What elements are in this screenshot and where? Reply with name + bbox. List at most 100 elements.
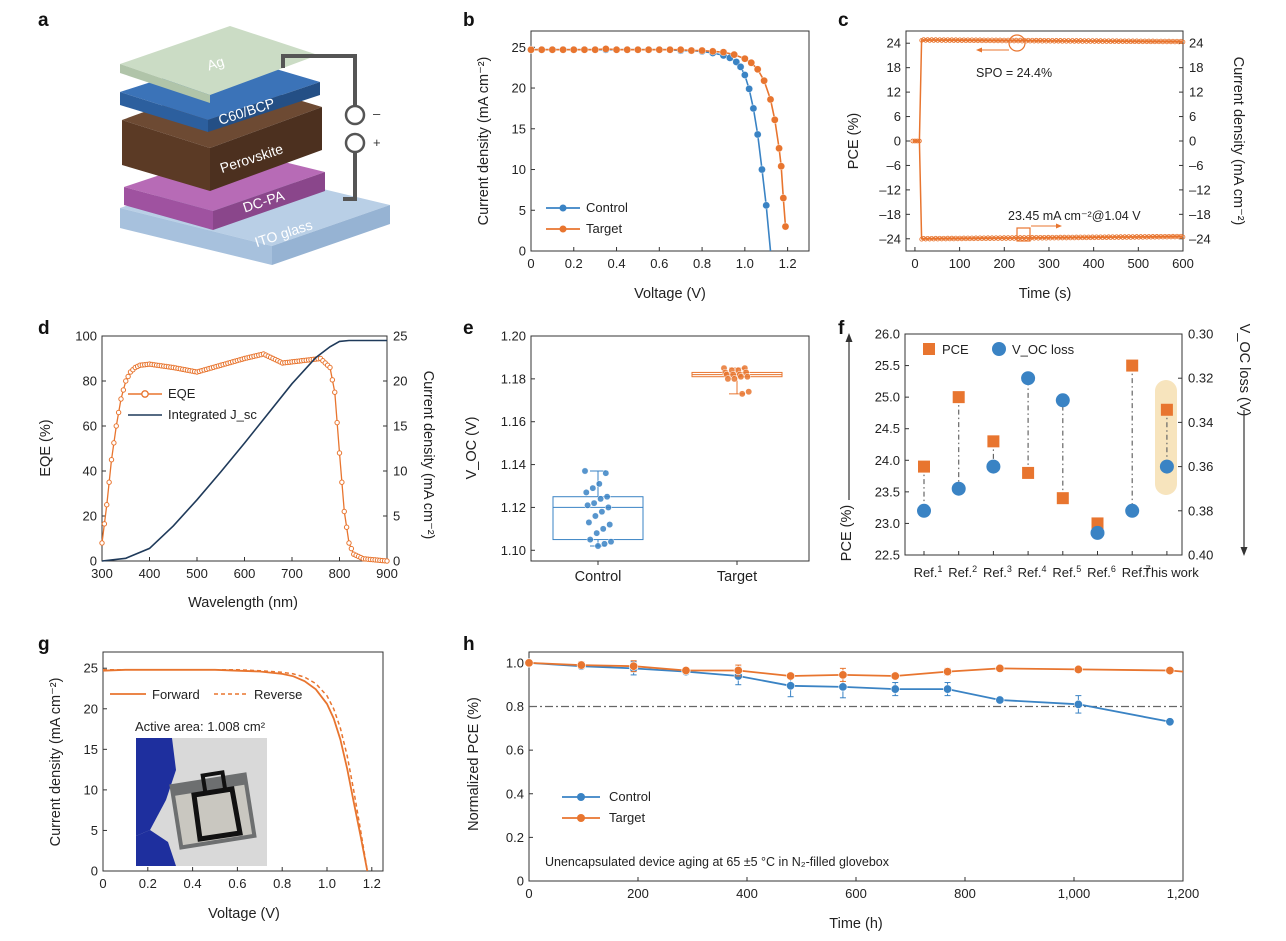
x-tick-label-sup: 4 bbox=[1042, 564, 1047, 574]
data-point-target bbox=[676, 45, 685, 54]
data-point-target bbox=[602, 45, 610, 53]
y-tick-label: 15 bbox=[512, 121, 526, 136]
x-tick-label: 500 bbox=[1127, 256, 1149, 271]
y-tick-label: 0.6 bbox=[506, 743, 524, 758]
current-arrow-head bbox=[1056, 223, 1062, 229]
data-point-control bbox=[749, 104, 758, 113]
y-tick-label: 40 bbox=[83, 464, 97, 479]
y-tick-label-right: 5 bbox=[393, 509, 400, 524]
y-tick-label: 23.5 bbox=[875, 484, 900, 499]
data-point-eqe bbox=[332, 389, 338, 395]
x-axis-label: Wavelength (nm) bbox=[188, 595, 298, 611]
plot-frame bbox=[530, 335, 810, 562]
y-tick-label-right: –24 bbox=[1189, 231, 1211, 246]
y-tick-label-right: 0.40 bbox=[1188, 548, 1213, 563]
data-point-target bbox=[745, 388, 753, 396]
x-tick-label: Ref.5 bbox=[1052, 564, 1081, 580]
data-point-target bbox=[634, 45, 642, 54]
legend-marker-eqe bbox=[141, 390, 149, 398]
x-tick-label: 500 bbox=[186, 566, 208, 581]
data-point-target bbox=[612, 45, 621, 54]
circuit-wire-top bbox=[281, 54, 357, 106]
y-tick-label: 15 bbox=[84, 742, 98, 757]
panel-c-spo-chart: 0 100 200 300 400 500 600 –24 –18 –12 –6 0 6 12 18 24 –2… bbox=[846, 30, 1246, 302]
data-point-target bbox=[730, 50, 738, 59]
data-point-control bbox=[602, 469, 610, 477]
data-point-eqe bbox=[118, 396, 124, 402]
circuit-wire-bottom bbox=[343, 150, 357, 201]
y-tick-label-right: 0.36 bbox=[1188, 459, 1213, 474]
y-tick-label: 1.14 bbox=[501, 457, 526, 472]
data-point-target bbox=[733, 666, 743, 676]
x-tick-label: Control bbox=[575, 569, 622, 585]
data-point-target bbox=[698, 46, 706, 55]
data-point-target bbox=[781, 222, 790, 231]
data-point-start bbox=[912, 138, 918, 144]
data-point-target bbox=[666, 45, 674, 54]
data-point-target bbox=[644, 45, 653, 54]
y-tick-label-right: –18 bbox=[1189, 207, 1211, 222]
data-point-target bbox=[687, 46, 696, 55]
data-point-target bbox=[719, 48, 728, 56]
y-axis-label: PCE (%) bbox=[839, 505, 855, 561]
y-tick-label: 1.0 bbox=[506, 655, 524, 670]
panel-label-a: a bbox=[38, 10, 49, 31]
data-point-eqe bbox=[343, 524, 350, 530]
data-point-target bbox=[747, 58, 756, 67]
c60-bcp-layer-front bbox=[120, 92, 208, 132]
panel-label-b: b bbox=[463, 10, 475, 31]
y-tick-label: 20 bbox=[512, 81, 526, 96]
data-point-target bbox=[580, 45, 589, 54]
data-point-control bbox=[732, 58, 741, 66]
glove-shape bbox=[136, 738, 176, 836]
series-line-forward bbox=[102, 668, 369, 872]
voc-loss-down-arrow-head bbox=[1240, 547, 1248, 556]
y-tick-label: 25.0 bbox=[875, 390, 900, 405]
ito-glass-side bbox=[272, 205, 390, 265]
x-tick-label: 800 bbox=[954, 886, 976, 901]
x-tick-label: 0 bbox=[525, 886, 532, 901]
x-tick-label: 600 bbox=[845, 886, 867, 901]
y-tick-label: 24.0 bbox=[875, 453, 900, 468]
plot-frame bbox=[904, 333, 1183, 556]
data-point-control bbox=[598, 508, 606, 516]
data-point-voc-loss bbox=[951, 481, 966, 496]
legend-label-control: Control bbox=[609, 789, 651, 804]
data-point-target bbox=[537, 45, 546, 54]
x-tick-label: 200 bbox=[993, 256, 1015, 271]
data-point-eqe bbox=[348, 545, 355, 552]
data-point-eqe bbox=[104, 502, 110, 508]
y-tick-label-right: 24 bbox=[1189, 36, 1203, 51]
data-point-eqe bbox=[384, 558, 390, 564]
data-point-target bbox=[559, 45, 567, 54]
x-tick-label: 700 bbox=[281, 566, 303, 581]
x-tick-label: 300 bbox=[91, 566, 113, 581]
legend: Control Target bbox=[546, 200, 628, 236]
panel-h-stability-chart: 0 200 400 600 800 1,000 1,20000.20.40.60.81.0 … bbox=[466, 651, 1200, 932]
y-tick-label: 10 bbox=[84, 782, 98, 797]
data-point-current-density bbox=[1180, 234, 1186, 240]
y-tick-label-right: 15 bbox=[393, 419, 407, 434]
panel-g-large-area-jv-chart: 0 0.2 0.4 0.6 0.8 1.0 1.2 0 5 10 15 20 25 Voltage (V… bbox=[48, 651, 384, 922]
data-point-target bbox=[527, 45, 535, 54]
data-point-target bbox=[724, 375, 732, 383]
data-point-target bbox=[890, 671, 900, 681]
x-tick-label: 0.2 bbox=[565, 256, 583, 271]
data-point-target bbox=[629, 661, 639, 671]
data-point-target bbox=[591, 45, 599, 54]
data-point-target bbox=[623, 45, 632, 54]
x-tick-label: 1,200 bbox=[1167, 886, 1200, 901]
axis-ticks: 0 0.2 0.4 0.6 0.8 1.0 1.2 0 5 10 15 20 25 bbox=[512, 40, 797, 271]
data-point-control bbox=[1073, 699, 1083, 709]
data-point-voc-loss bbox=[1159, 459, 1174, 474]
series-line-control bbox=[531, 48, 772, 252]
y-tick-label-right: 12 bbox=[1189, 85, 1203, 100]
axis-ticks: 1.10 1.12 1.14 1.16 1.18 1.20 Control Target bbox=[501, 329, 757, 586]
x-tick-label: 0.8 bbox=[693, 256, 711, 271]
x-tick-label: Ref.1 bbox=[914, 564, 943, 580]
data-point-pce bbox=[1126, 359, 1139, 372]
legend-label-target: Target bbox=[586, 221, 623, 236]
data-point-control bbox=[604, 503, 612, 511]
y-tick-label: 26.0 bbox=[875, 327, 900, 342]
data-point-target bbox=[777, 162, 786, 171]
